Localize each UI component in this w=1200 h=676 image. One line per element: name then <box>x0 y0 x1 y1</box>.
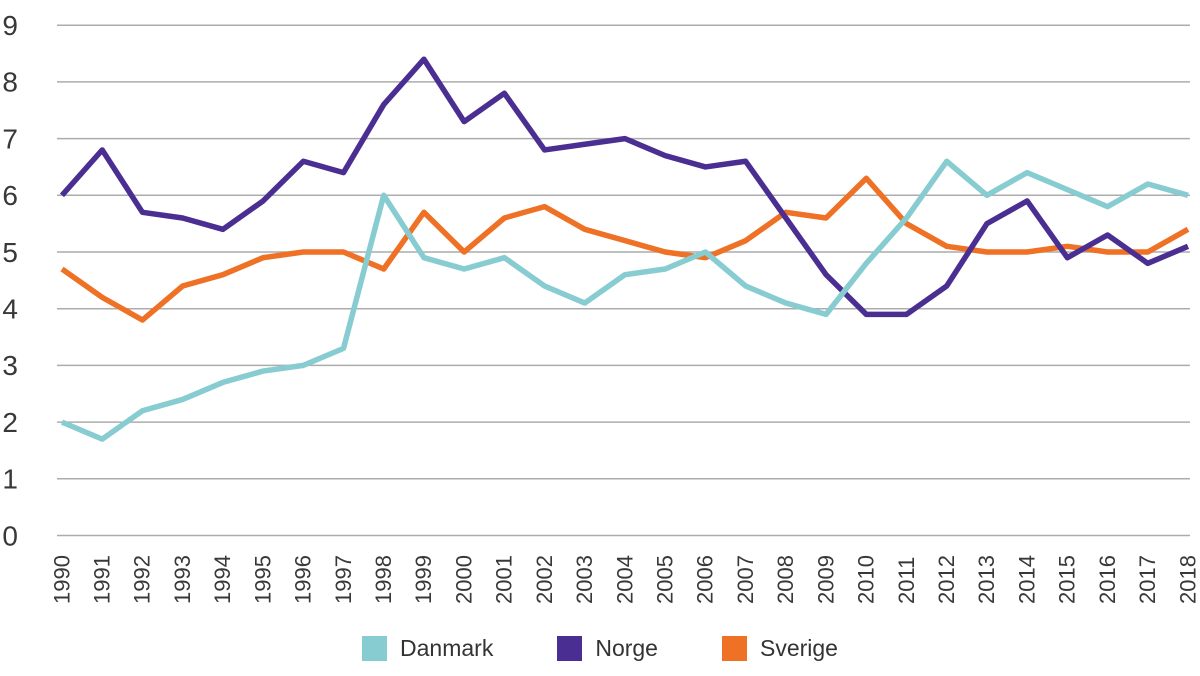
legend-label-norge: Norge <box>595 634 658 661</box>
x-tick-label: 2004 <box>612 555 637 604</box>
y-axis-ticks: 0 1 2 3 4 5 6 7 8 9 <box>2 10 18 551</box>
x-tick-label: 2017 <box>1135 555 1160 604</box>
x-tick-label: 1996 <box>291 555 316 604</box>
x-tick-label: 1998 <box>371 555 396 604</box>
legend-item-danmark: Danmark <box>362 634 494 661</box>
legend-swatch-danmark <box>362 635 388 661</box>
x-tick-label: 1997 <box>331 555 356 604</box>
x-axis-ticks: 1990 1991 1992 1993 1994 1995 1996 1997 1998 1999… <box>49 555 1200 604</box>
x-tick-label: 2015 <box>1055 555 1080 604</box>
x-tick-label: 2003 <box>572 555 597 604</box>
x-tick-label: 2007 <box>733 555 758 604</box>
y-tick-label: 9 <box>2 10 18 41</box>
legend-label-sverige: Sverige <box>759 634 838 661</box>
legend-swatch-sverige <box>721 635 747 661</box>
x-tick-label: 2001 <box>492 555 517 604</box>
legend-item-sverige: Sverige <box>721 634 838 661</box>
x-tick-label: 2014 <box>1014 555 1039 604</box>
x-tick-label: 2008 <box>773 555 798 604</box>
x-tick-label: 1993 <box>170 555 195 604</box>
x-tick-label: 2018 <box>1175 555 1200 604</box>
x-tick-label: 1999 <box>411 555 436 604</box>
series-line-sverige <box>60 175 1190 323</box>
x-tick-label: 2013 <box>974 555 999 604</box>
x-tick-label: 1990 <box>49 555 74 604</box>
x-tick-label: 1991 <box>89 555 114 604</box>
x-tick-label: 2011 <box>894 557 919 604</box>
y-tick-label: 5 <box>2 237 18 268</box>
y-tick-label: 1 <box>2 464 18 495</box>
x-tick-label: 1994 <box>210 555 235 604</box>
x-tick-label: 2009 <box>813 555 838 604</box>
legend-item-norge: Norge <box>557 634 658 661</box>
gridlines <box>57 24 1190 537</box>
y-tick-label: 2 <box>2 407 18 438</box>
x-tick-label: 2002 <box>532 555 557 604</box>
y-tick-label: 3 <box>2 350 18 381</box>
x-tick-label: 2016 <box>1095 555 1120 604</box>
x-tick-label: 1995 <box>250 555 275 604</box>
legend-label-danmark: Danmark <box>400 634 494 661</box>
y-tick-label: 6 <box>2 180 18 211</box>
chart-legend: Danmark Norge Sverige <box>0 626 1200 670</box>
series-line-norge <box>59 56 1190 318</box>
y-tick-label: 0 <box>2 520 18 551</box>
x-tick-label: 2006 <box>693 555 718 604</box>
y-tick-label: 8 <box>2 67 18 98</box>
x-tick-label: 1992 <box>130 555 155 604</box>
x-tick-label: 2012 <box>934 555 959 604</box>
y-tick-label: 7 <box>2 123 18 154</box>
x-tick-label: 2010 <box>854 555 879 604</box>
legend-swatch-norge <box>557 635 583 661</box>
x-tick-label: 2000 <box>451 555 476 604</box>
y-tick-label: 4 <box>2 294 18 325</box>
x-tick-label: 2005 <box>652 555 677 604</box>
series-line-danmark <box>60 158 1189 442</box>
